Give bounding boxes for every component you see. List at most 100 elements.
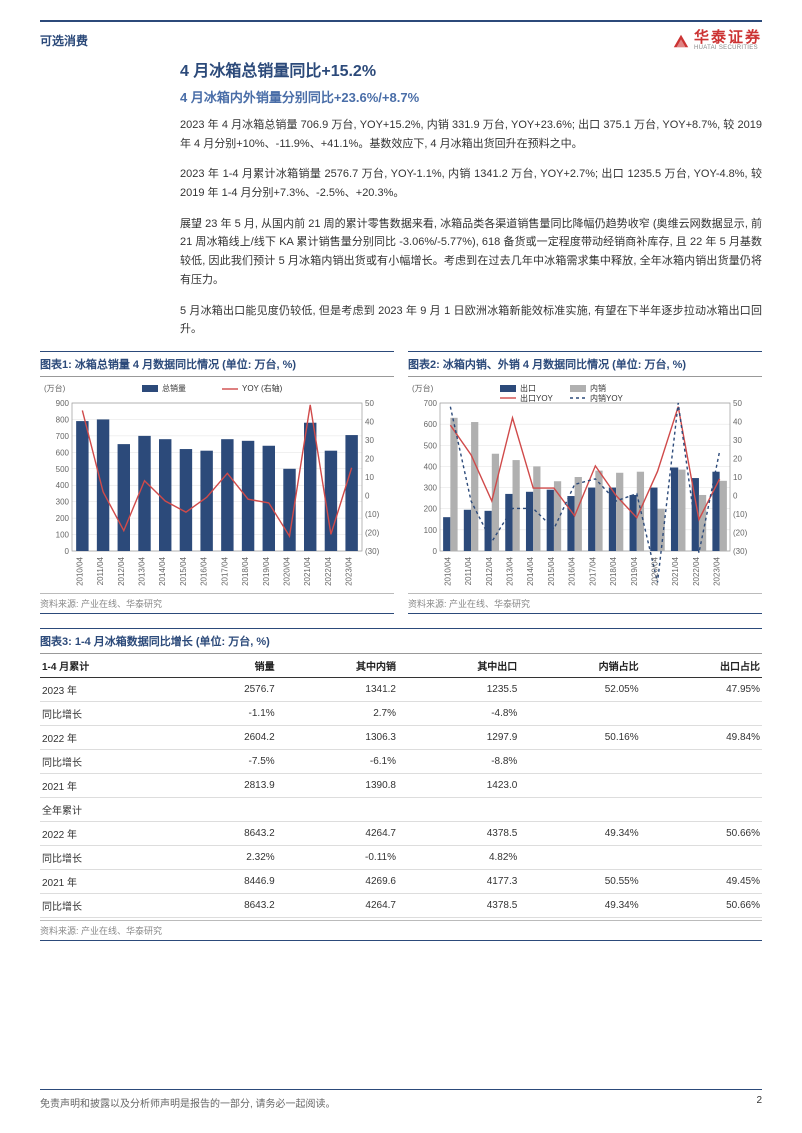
svg-text:2014/04: 2014/04 — [526, 556, 535, 585]
table-cell: -7.5% — [181, 749, 276, 773]
table-cell: 8446.9 — [181, 869, 276, 893]
table-cell — [398, 797, 519, 821]
svg-text:50: 50 — [733, 399, 742, 408]
table-cell — [181, 797, 276, 821]
svg-text:2015/04: 2015/04 — [179, 556, 188, 585]
table-cell: 50.66% — [641, 821, 762, 845]
logo-cn: 华泰证券 — [694, 30, 762, 45]
table-cell: 52.05% — [519, 677, 640, 701]
svg-text:出口: 出口 — [520, 383, 536, 393]
svg-text:2022/04: 2022/04 — [692, 556, 701, 585]
table3-col-2: 其中内销 — [277, 654, 398, 678]
table-cell: 1297.9 — [398, 725, 519, 749]
svg-text:300: 300 — [424, 483, 438, 492]
chart1-card: 图表1: 冰箱总销量 4 月数据同比情况 (单位: 万台, %) 0100200… — [40, 351, 394, 614]
svg-text:YOY (右轴): YOY (右轴) — [242, 383, 283, 393]
svg-text:2016/04: 2016/04 — [568, 556, 577, 585]
svg-text:700: 700 — [424, 399, 438, 408]
svg-text:10: 10 — [733, 473, 742, 482]
table-cell: -8.8% — [398, 749, 519, 773]
table-cell: 4378.5 — [398, 893, 519, 917]
table-row: 2021 年8446.94269.64177.350.55%49.45% — [40, 869, 762, 893]
table-cell: 1390.8 — [277, 773, 398, 797]
table-cell: 2023 年 — [40, 677, 181, 701]
logo-icon — [672, 32, 690, 50]
svg-text:500: 500 — [56, 465, 70, 474]
table-cell — [277, 797, 398, 821]
paragraph-3: 展望 23 年 5 月, 从国内前 21 周的累计零售数据来看, 冰箱品类各渠道… — [180, 215, 762, 290]
svg-text:(30): (30) — [365, 547, 380, 556]
paragraph-2: 2023 年 1-4 月累计冰箱销量 2576.7 万台, YOY-1.1%, … — [180, 165, 762, 202]
table-row: 同比增长-1.1%2.7%-4.8% — [40, 701, 762, 725]
svg-text:30: 30 — [365, 436, 374, 445]
table-cell — [641, 797, 762, 821]
table-cell — [519, 749, 640, 773]
svg-text:2013/04: 2013/04 — [506, 556, 515, 585]
svg-text:(20): (20) — [733, 528, 748, 537]
table-cell: 同比增长 — [40, 749, 181, 773]
table-row: 同比增长2.32%-0.11%4.82% — [40, 845, 762, 869]
table3-source: 资料来源: 产业在线、华泰研究 — [40, 920, 762, 941]
table-cell: 49.34% — [519, 821, 640, 845]
svg-text:20: 20 — [365, 454, 374, 463]
svg-text:2015/04: 2015/04 — [547, 556, 556, 585]
table-cell: -6.1% — [277, 749, 398, 773]
table3-col-5: 出口占比 — [641, 654, 762, 678]
table-cell: 2.32% — [181, 845, 276, 869]
table-cell — [641, 749, 762, 773]
table-cell: 4269.6 — [277, 869, 398, 893]
svg-text:40: 40 — [365, 417, 374, 426]
table-cell: 2021 年 — [40, 773, 181, 797]
table-cell — [519, 773, 640, 797]
table-cell: 2576.7 — [181, 677, 276, 701]
svg-text:2016/04: 2016/04 — [200, 556, 209, 585]
table-cell: 全年累计 — [40, 797, 181, 821]
svg-text:总销量: 总销量 — [162, 383, 186, 393]
svg-text:0: 0 — [365, 491, 370, 500]
svg-text:2021/04: 2021/04 — [671, 556, 680, 585]
chart1-svg: 0100200300400500600700800900(30)(20)(10)… — [40, 381, 394, 591]
svg-text:700: 700 — [56, 432, 70, 441]
svg-text:2010/04: 2010/04 — [75, 556, 84, 585]
svg-text:(30): (30) — [733, 547, 748, 556]
svg-text:2010/04: 2010/04 — [443, 556, 452, 585]
logo-en: HUATAI SECURITIES — [694, 45, 762, 51]
table-row: 2022 年8643.24264.74378.549.34%50.66% — [40, 821, 762, 845]
svg-text:2013/04: 2013/04 — [138, 556, 147, 585]
svg-text:出口YOY: 出口YOY — [520, 393, 554, 403]
table-row: 2021 年2813.91390.81423.0 — [40, 773, 762, 797]
svg-text:2020/04: 2020/04 — [283, 556, 292, 585]
svg-text:2019/04: 2019/04 — [262, 556, 271, 585]
svg-text:100: 100 — [56, 530, 70, 539]
svg-text:内销: 内销 — [590, 383, 606, 393]
table-cell: 1423.0 — [398, 773, 519, 797]
svg-text:2014/04: 2014/04 — [158, 556, 167, 585]
table-cell: 4.82% — [398, 845, 519, 869]
top-border — [40, 20, 762, 22]
svg-text:2012/04: 2012/04 — [485, 556, 494, 585]
table-cell: 1235.5 — [398, 677, 519, 701]
table-row: 全年累计 — [40, 797, 762, 821]
svg-text:2023/04: 2023/04 — [345, 556, 354, 585]
page-number: 2 — [756, 1095, 762, 1110]
table-row: 2022 年2604.21306.31297.950.16%49.84% — [40, 725, 762, 749]
svg-text:2019/04: 2019/04 — [630, 556, 639, 585]
table-cell: 2813.9 — [181, 773, 276, 797]
table-cell: 同比增长 — [40, 845, 181, 869]
table-cell: 4264.7 — [277, 821, 398, 845]
logo-block: 华泰证券 HUATAI SECURITIES — [672, 30, 762, 51]
svg-text:600: 600 — [424, 420, 438, 429]
table-row: 同比增长8643.24264.74378.549.34%50.66% — [40, 893, 762, 917]
chart2-card: 图表2: 冰箱内销、外销 4 月数据同比情况 (单位: 万台, %) 01002… — [408, 351, 762, 614]
table-cell: 2604.2 — [181, 725, 276, 749]
svg-text:(万台): (万台) — [412, 383, 434, 393]
paragraph-4: 5 月冰箱出口能见度仍较低, 但是考虑到 2023 年 9 月 1 日欧洲冰箱新… — [180, 302, 762, 339]
table3-col-0: 1-4 月累计 — [40, 654, 181, 678]
table-cell: 2022 年 — [40, 821, 181, 845]
svg-text:200: 200 — [424, 505, 438, 514]
table-cell: 47.95% — [641, 677, 762, 701]
table-cell: 同比增长 — [40, 701, 181, 725]
svg-text:40: 40 — [733, 417, 742, 426]
table-cell: 2.7% — [277, 701, 398, 725]
svg-text:(10): (10) — [733, 510, 748, 519]
